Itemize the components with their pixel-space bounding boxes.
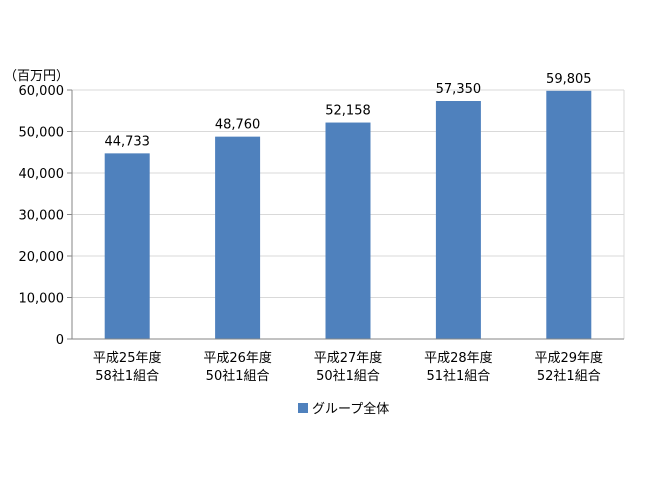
data-label: 52,158 <box>325 104 371 119</box>
data-label: 48,760 <box>215 118 261 133</box>
x-tick-label: 58社1組合 <box>95 368 159 384</box>
x-tick-label: 平成27年度 <box>314 350 383 366</box>
y-tick-label: 10,000 <box>19 292 65 307</box>
legend-swatch <box>298 403 308 413</box>
x-tick-label: 平成28年度 <box>424 350 493 366</box>
y-tick-label: 40,000 <box>19 167 65 182</box>
bar <box>546 90 592 339</box>
data-label: 44,733 <box>104 134 150 149</box>
x-tick-label: 51社1組合 <box>426 368 490 384</box>
x-tick-label: 平成26年度 <box>203 350 272 366</box>
x-tick-label: 平成25年度 <box>93 350 162 366</box>
bar <box>215 136 261 339</box>
y-tick-label: 0 <box>56 333 64 348</box>
y-tick-label: 50,000 <box>19 126 65 141</box>
legend-label: グループ全体 <box>312 401 389 417</box>
y-tick-label: 20,000 <box>19 250 65 265</box>
data-label: 57,350 <box>436 82 482 97</box>
y-tick-label: 60,000 <box>19 84 65 99</box>
x-tick-label: 52社1組合 <box>537 368 601 384</box>
y-axis-unit-label: （百万円） <box>4 69 69 84</box>
bar <box>104 153 150 339</box>
x-tick-label: 50社1組合 <box>206 368 270 384</box>
y-tick-label: 30,000 <box>19 209 65 224</box>
bar <box>325 122 371 339</box>
bar <box>435 100 481 339</box>
x-tick-label: 50社1組合 <box>316 368 380 384</box>
data-label: 59,805 <box>546 72 592 87</box>
x-tick-label: 平成29年度 <box>535 350 604 366</box>
